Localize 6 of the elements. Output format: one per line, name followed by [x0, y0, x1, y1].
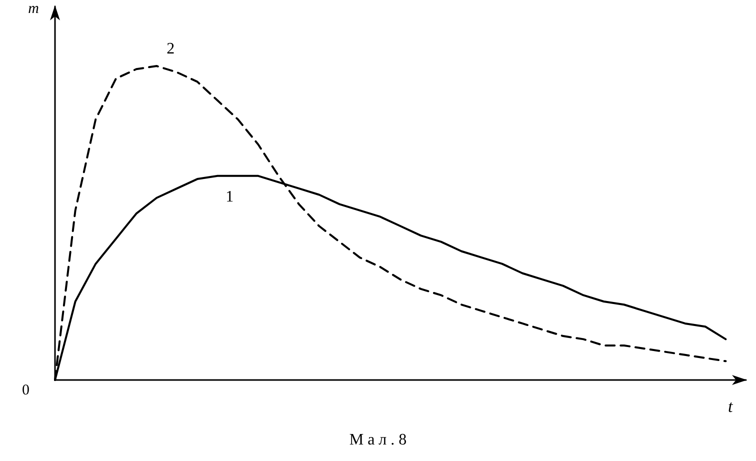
x-axis-title: t [728, 397, 734, 416]
text: 0 [22, 382, 30, 398]
series-label: 1 [226, 188, 234, 206]
series-label: 2 [166, 40, 175, 58]
text: М а л . 8 [349, 432, 407, 448]
y-axis-title: m [28, 0, 40, 17]
